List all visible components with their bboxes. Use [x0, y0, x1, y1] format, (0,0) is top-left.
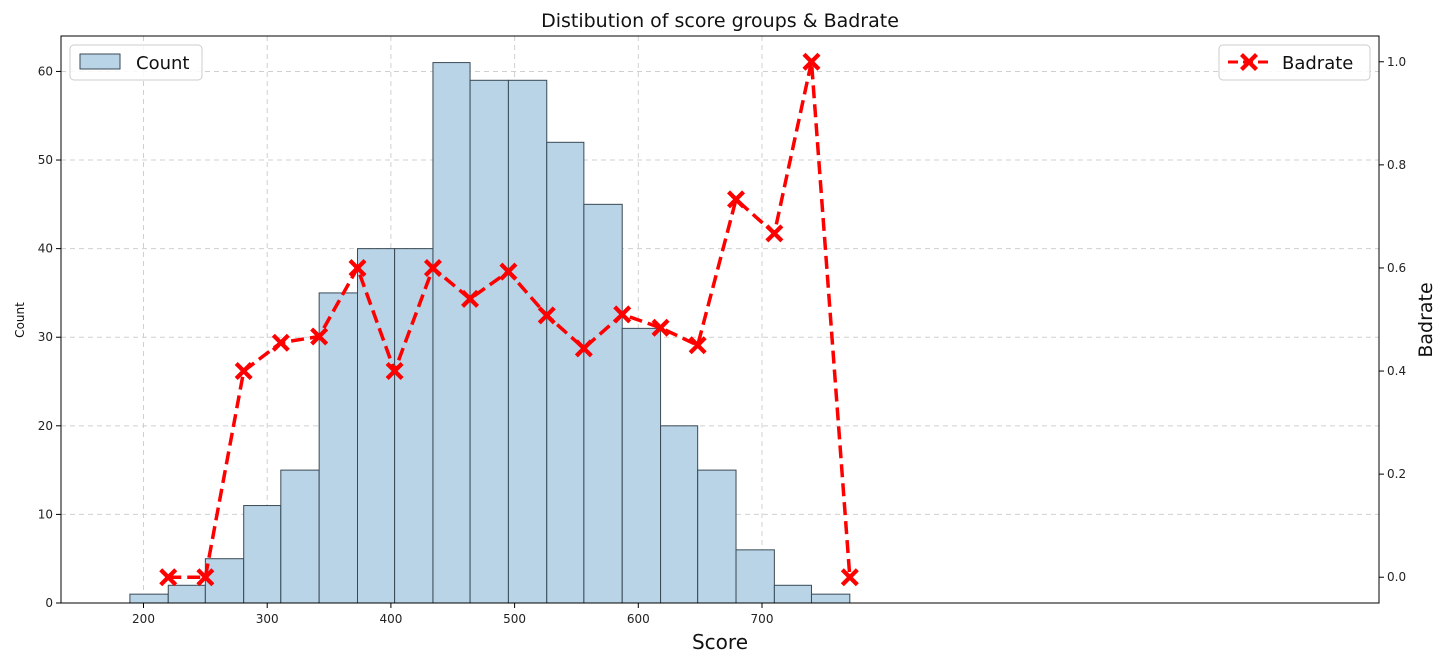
- y2-axis-label: Badrate: [1415, 282, 1437, 357]
- badrate-marker-6: [385, 362, 404, 381]
- badrate-marker-17: [802, 52, 821, 71]
- y-axis-ticks: 0 10 20 30 40 50 60: [38, 64, 61, 610]
- y-tick-label-3: 30: [38, 330, 53, 344]
- y2-tick-label-1: 0.2: [1387, 467, 1406, 481]
- badrate-marker-13: [651, 318, 670, 337]
- x-tick-label-3: 500: [503, 612, 526, 626]
- legend-count-swatch: [79, 53, 121, 70]
- badrate-marker-14: [688, 336, 707, 355]
- x-axis-ticks: 200 300 400 500 600 700: [132, 603, 773, 626]
- x-axis-label: Score: [692, 630, 748, 654]
- badrate-marker-12: [613, 305, 632, 324]
- x-tick-label-2: 400: [379, 612, 402, 626]
- y2-tick-label-2: 0.4: [1387, 364, 1406, 378]
- badrate-marker-7: [423, 258, 442, 277]
- count-bar-8: [432, 62, 471, 604]
- y2-axis-ticks: 0.0 0.2 0.4 0.6 0.8 1.0: [1379, 55, 1406, 584]
- chart-title: Distibution of score groups & Badrate: [541, 10, 899, 32]
- x-tick-label-4: 600: [627, 612, 650, 626]
- count-bar-10: [507, 79, 548, 604]
- badrate-marker-16: [765, 224, 784, 243]
- count-bar-7: [394, 248, 434, 604]
- y-tick-label-2: 20: [38, 419, 53, 433]
- badrate-marker-0: [159, 568, 178, 587]
- y2-tick-label-5: 1.0: [1387, 55, 1406, 69]
- count-bar-9: [469, 79, 509, 604]
- badrate-marker-15: [727, 190, 746, 209]
- x-tick-label-5: 700: [751, 612, 774, 626]
- y-tick-label-0: 0: [45, 596, 53, 610]
- badrate-marker-18: [840, 568, 859, 587]
- count-bar-17: [773, 584, 812, 604]
- legend-badrate: Badrate: [1218, 44, 1371, 81]
- badrate-marker-11: [574, 339, 593, 358]
- count-bar-3: [243, 505, 282, 604]
- legend-count: Count: [69, 44, 203, 81]
- y2-tick-label-3: 0.6: [1387, 261, 1406, 275]
- y-tick-label-6: 60: [38, 64, 53, 78]
- badrate-marker-2: [234, 362, 253, 381]
- badrate-marker-1: [196, 568, 215, 587]
- legend-count-label: Count: [136, 53, 189, 74]
- count-bar-16: [735, 549, 775, 604]
- badrate-marker-10: [537, 306, 556, 325]
- y2-tick-label-0: 0.0: [1387, 570, 1406, 584]
- x-tick-label-1: 300: [256, 612, 279, 626]
- badrate-marker-3: [271, 333, 290, 352]
- x-tick-label-0: 200: [132, 612, 155, 626]
- count-bar-6: [357, 248, 396, 604]
- badrate-marker-4: [310, 327, 329, 346]
- y2-tick-label-4: 0.8: [1387, 158, 1406, 172]
- count-bar-13: [621, 327, 662, 604]
- count-bar-14: [660, 425, 699, 604]
- y-tick-label-4: 40: [38, 242, 53, 256]
- badrate-marker-5: [348, 258, 367, 277]
- plot-frame: [60, 35, 1380, 604]
- badrate-marker-9: [499, 262, 518, 281]
- count-bar-0: [129, 593, 169, 604]
- count-bar-4: [280, 469, 320, 604]
- y-axis-label: Count: [13, 302, 27, 338]
- legend-badrate-label: Badrate: [1282, 53, 1353, 74]
- badrate-marker-8: [461, 289, 480, 308]
- count-bar-1: [167, 584, 206, 604]
- count-bar-12: [583, 203, 623, 604]
- count-bar-18: [810, 593, 851, 604]
- bars: [129, 62, 851, 604]
- y-tick-label-1: 10: [38, 507, 53, 521]
- count-bar-15: [697, 469, 737, 604]
- legend-badrate-marker: [1240, 53, 1258, 71]
- badrate-line: [159, 52, 859, 587]
- count-bar-11: [546, 141, 585, 604]
- y-tick-label-5: 50: [38, 153, 53, 167]
